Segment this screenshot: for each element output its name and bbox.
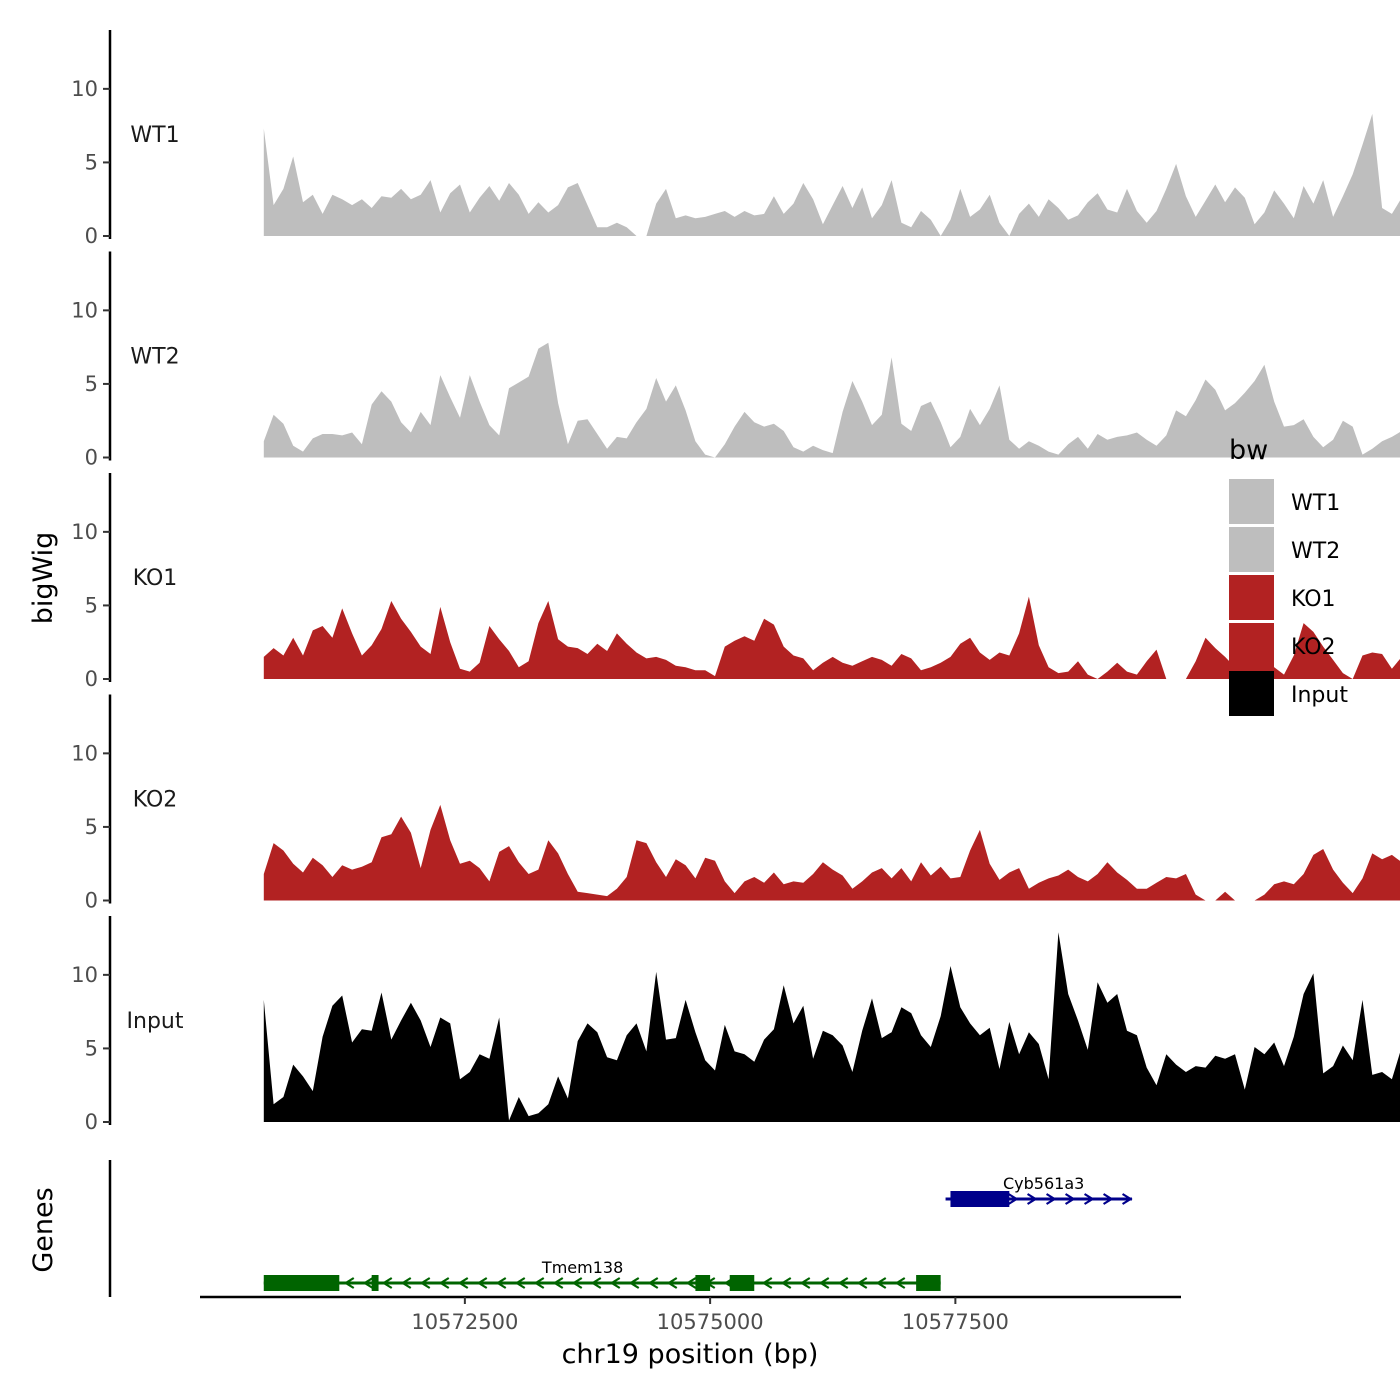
y-tick-label: 0	[85, 667, 98, 691]
strand-arrow	[1045, 1193, 1057, 1205]
strand-arrow	[799, 1277, 811, 1289]
tracks-group: 0 5 10 WT1 0 5 10 WT2 0 5 10 KO1 0 5 10 KO2 0 5 10 Input	[71, 30, 1400, 1134]
legend-swatch	[1229, 575, 1274, 620]
strand-arrow	[628, 1277, 640, 1289]
y-tick-label: 5	[85, 372, 98, 396]
y-tick-label: 10	[71, 963, 98, 987]
y-tick-label: 0	[85, 1110, 98, 1134]
y-tick-label: 0	[85, 446, 98, 470]
y-tick-label: 5	[85, 815, 98, 839]
legend: bw WT1 WT2 KO1 KO2 Input	[1229, 435, 1348, 716]
strand-arrow	[875, 1277, 887, 1289]
track-area-ko1	[263, 596, 1400, 679]
x-axis-title: chr19 position (bp)	[562, 1339, 819, 1370]
track-ko2: 0 5 10 KO2	[71, 694, 1400, 913]
strand-arrow	[1064, 1193, 1076, 1205]
gene-label: Tmem138	[541, 1258, 623, 1277]
x-axis: 10572500 10575000 10577500	[200, 1295, 1181, 1334]
strand-arrow	[590, 1277, 602, 1289]
gene-exon	[263, 1275, 340, 1291]
strand-arrow	[818, 1277, 830, 1289]
strand-arrow	[894, 1277, 906, 1289]
strand-arrow	[552, 1277, 564, 1289]
strand-arrow	[761, 1277, 773, 1289]
y-tick-label: 10	[71, 520, 98, 544]
genes-group: Tmem138 Cyb561a3	[108, 1160, 1133, 1297]
gene-tmem138: Tmem138	[263, 1258, 941, 1291]
strand-arrow	[476, 1277, 488, 1289]
strand-arrow	[647, 1277, 659, 1289]
track-area-ko2	[263, 804, 1400, 901]
track-label: WT1	[130, 123, 179, 148]
y-tick-label: 5	[85, 593, 98, 617]
gene-label: Cyb561a3	[1003, 1174, 1084, 1193]
strand-arrow	[1026, 1193, 1038, 1205]
gene-exon	[916, 1275, 941, 1291]
track-area-input	[263, 932, 1400, 1122]
legend-swatch	[1229, 623, 1274, 668]
x-tick-label: 10572500	[411, 1310, 518, 1334]
gene-exon	[950, 1191, 1010, 1207]
gene-exon	[371, 1275, 379, 1291]
x-tick-label: 10577500	[902, 1310, 1009, 1334]
gene-exon	[695, 1275, 711, 1291]
strand-arrow	[419, 1277, 431, 1289]
strand-arrow	[400, 1277, 412, 1289]
gene-cyb561a3: Cyb561a3	[945, 1174, 1133, 1207]
y-tick-label: 10	[71, 77, 98, 101]
track-label: WT2	[130, 345, 179, 370]
y-tick-label: 5	[85, 1036, 98, 1060]
legend-swatch	[1229, 479, 1274, 524]
strand-arrow	[837, 1277, 849, 1289]
track-wt2: 0 5 10 WT2	[71, 251, 1400, 470]
strand-arrow	[1102, 1193, 1114, 1205]
strand-arrow	[457, 1277, 469, 1289]
track-input: 0 5 10 Input	[71, 916, 1400, 1134]
strand-arrow	[856, 1277, 868, 1289]
strand-arrow	[438, 1277, 450, 1289]
strand-arrow	[666, 1277, 678, 1289]
y-tick-label: 0	[85, 889, 98, 913]
strand-arrow	[381, 1277, 393, 1289]
strand-arrow	[362, 1277, 374, 1289]
legend-title: bw	[1229, 435, 1268, 466]
track-label: KO2	[133, 788, 178, 813]
legend-label: KO2	[1291, 635, 1336, 660]
strand-arrow	[685, 1277, 697, 1289]
x-tick-label: 10575000	[657, 1310, 764, 1334]
track-wt1: 0 5 10 WT1	[71, 30, 1400, 248]
strand-arrow	[343, 1277, 355, 1289]
strand-arrow	[571, 1277, 583, 1289]
track-area-wt2	[263, 342, 1400, 458]
legend-label: KO1	[1291, 587, 1336, 612]
legend-label: Input	[1291, 683, 1348, 708]
strand-arrow	[780, 1277, 792, 1289]
y-tick-label: 10	[71, 298, 98, 322]
y-tick-label: 5	[85, 150, 98, 174]
track-label: KO1	[133, 566, 178, 591]
strand-arrow	[609, 1277, 621, 1289]
track-ko1: 0 5 10 KO1	[71, 473, 1400, 691]
legend-label: WT2	[1291, 539, 1340, 564]
strand-arrow	[533, 1277, 545, 1289]
legend-label: WT1	[1291, 491, 1340, 516]
legend-swatch	[1229, 671, 1274, 716]
strand-arrow	[1007, 1193, 1019, 1205]
gene-exon	[729, 1275, 755, 1291]
y-tick-label: 0	[85, 224, 98, 248]
track-label: Input	[127, 1009, 184, 1034]
strand-arrow	[495, 1277, 507, 1289]
track-area-wt1	[263, 113, 1400, 236]
strand-arrow	[1121, 1193, 1133, 1205]
y-tick-label: 10	[71, 741, 98, 765]
strand-arrow	[1083, 1193, 1095, 1205]
genes-axis-title: Genes	[28, 1187, 59, 1272]
legend-swatch	[1229, 527, 1274, 572]
strand-arrow	[514, 1277, 526, 1289]
y-axis-title: bigWig	[28, 532, 59, 625]
